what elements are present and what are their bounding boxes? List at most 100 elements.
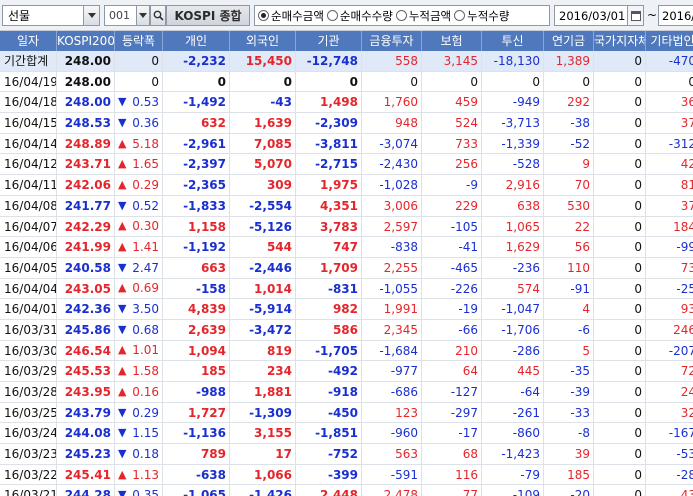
- change-value: 0.35: [132, 488, 159, 496]
- ins-cell: -9: [422, 175, 482, 195]
- fin-cell: -686: [362, 382, 422, 402]
- down-arrow-icon: ▼: [118, 446, 127, 460]
- kospi200-cell: 248.89: [57, 133, 115, 154]
- code-input[interactable]: 001: [104, 5, 150, 26]
- change-cell: ▼ 0.36: [115, 113, 163, 133]
- calendar-icon[interactable]: [627, 6, 643, 25]
- table-row[interactable]: 16/03/25 243.79 ▼ 0.29 1,727 -1,309 -450 123 -29…: [0, 402, 693, 424]
- table-row[interactable]: 16/04/15 248.53 ▼ 0.36 632 1,639 -2,309 948 524-…: [0, 113, 693, 134]
- ind-cell: -1,833: [163, 195, 230, 216]
- date-cell: 16/04/04: [0, 278, 57, 299]
- ins-cell: -19: [422, 299, 482, 319]
- trust-cell: -1,706: [482, 319, 544, 340]
- change-value: 5.18: [132, 136, 159, 151]
- ind-cell: -1,492: [163, 92, 230, 113]
- frn-cell: 1,014: [230, 278, 296, 299]
- pens-cell: -38: [544, 113, 594, 133]
- pens-cell: 9: [544, 154, 594, 175]
- up-arrow-icon: ▲: [118, 219, 127, 233]
- column-header[interactable]: 기타법인: [646, 31, 693, 51]
- table-row[interactable]: 16/04/12 243.71 ▲ 1.65 -2,397 5,070 -2,715 -2,4…: [0, 154, 693, 176]
- table-row[interactable]: 16/03/28 243.95 ▲ 0.16 -988 1,881 -918 -686 -127…: [0, 382, 693, 403]
- table-row[interactable]: 16/03/23 245.23 ▼ 0.18 789 17 -752 563 68 -1,423 3…: [0, 444, 693, 465]
- table-row[interactable]: 16/04/18 248.00 ▼ 0.53 -1,492 -43 1,498 1,760 45…: [0, 92, 693, 114]
- table-row[interactable]: 16/04/04 243.05 ▲ 0.69 -158 1,014 -831 -1,055 -2…: [0, 278, 693, 300]
- change-cell: ▼ 1.15: [115, 423, 163, 444]
- ins-cell: 733: [422, 133, 482, 154]
- column-header[interactable]: 보험: [422, 31, 482, 51]
- table-row[interactable]: 16/03/22 245.41 ▲ 1.13 -638 1,066 -399 -591 116-…: [0, 464, 693, 486]
- change-cell: ▼ 0.53: [115, 92, 163, 113]
- trust-cell: -18,130: [482, 51, 544, 71]
- table-row[interactable]: 16/04/05 240.58 ▼ 2.47 663 -2,446 1,709 2,255 -4…: [0, 257, 693, 279]
- table-row[interactable]: 16/04/08 241.77 ▼ 0.52 -1,833 -2,554 4,351 3,00…: [0, 195, 693, 217]
- ind-cell: -1,136: [163, 423, 230, 444]
- column-header[interactable]: 연기금: [544, 31, 594, 51]
- frn-cell: -2,554: [230, 195, 296, 216]
- change-cell: ▲ 1.13: [115, 464, 163, 485]
- mode-radio-label: 순매수수량: [339, 8, 393, 23]
- table-row[interactable]: 16/03/30 246.54 ▲ 1.01 1,094 819 -1,705 -1,684 2…: [0, 340, 693, 362]
- column-header[interactable]: KOSPI200: [57, 31, 115, 51]
- pens-cell: 5: [544, 340, 594, 361]
- up-arrow-icon: ▲: [118, 281, 127, 295]
- table-row[interactable]: 16/04/06 241.99 ▲ 1.41 -1,192 544 747 -838 -41 1,…: [0, 237, 693, 258]
- date-from-input[interactable]: 2016/03/01: [554, 5, 644, 26]
- inst-cell: -918: [296, 382, 362, 402]
- frn-cell: 819: [230, 340, 296, 361]
- inst-cell: -399: [296, 464, 362, 485]
- table-row[interactable]: 16/03/24 244.08 ▼ 1.15 -1,136 3,155 -1,851 -960…: [0, 423, 693, 445]
- kospi200-cell: 244.28: [57, 485, 115, 496]
- up-arrow-icon: ▲: [118, 136, 127, 150]
- table-row[interactable]: 16/04/11 242.06 ▲ 0.29 -2,365 309 1,975 -1,028-…: [0, 175, 693, 196]
- search-button[interactable]: [150, 5, 166, 26]
- mode-radio-2[interactable]: 누적금액: [395, 8, 451, 24]
- up-arrow-icon: ▲: [118, 157, 127, 171]
- change-value: 0.29: [132, 405, 159, 420]
- date-cell: 16/03/29: [0, 361, 57, 381]
- column-header[interactable]: 금융투자: [362, 31, 422, 51]
- table-row[interactable]: 16/03/21 244.28 ▼ 0.35 -1,065 -1,426 2,448 2,47…: [0, 485, 693, 496]
- ind-cell: 1,158: [163, 216, 230, 237]
- change-cell: ▼ 0.29: [115, 402, 163, 423]
- code-dropdown-icon[interactable]: [136, 6, 149, 25]
- ind-cell: -2,232: [163, 51, 230, 71]
- column-header[interactable]: 일자: [0, 31, 57, 51]
- date-cell: 16/03/31: [0, 319, 57, 340]
- table-row[interactable]: 16/03/29 245.53 ▲ 1.58 185 234 -492 -977 64 445 -3…: [0, 361, 693, 382]
- chevron-down-icon[interactable]: [83, 6, 99, 25]
- fin-cell: 2,597: [362, 216, 422, 237]
- trust-cell: -860: [482, 423, 544, 444]
- mode-radio-3[interactable]: 누적수량: [454, 8, 509, 24]
- ind-cell: 663: [163, 257, 230, 278]
- radio-dot-icon[interactable]: [258, 10, 269, 21]
- change-value: 1.15: [132, 426, 159, 441]
- mode-radio-1[interactable]: 순매수수량: [326, 8, 393, 24]
- column-header[interactable]: 투신: [482, 31, 544, 51]
- date-to-input[interactable]: 2016/: [658, 5, 693, 26]
- frn-cell: 15,450: [230, 51, 296, 71]
- radio-dot-icon[interactable]: [326, 10, 338, 21]
- column-header[interactable]: 등락폭: [115, 31, 163, 51]
- column-header[interactable]: 국가지자체: [594, 31, 646, 51]
- total-row[interactable]: 기간합계 248.00 0 -2,232 15,450 -12,748 558 3,145 -1…: [0, 51, 693, 72]
- etc-cell: 73: [646, 258, 693, 278]
- date-cell: 16/04/15: [0, 113, 57, 133]
- radio-dot-icon[interactable]: [395, 10, 407, 21]
- market-select[interactable]: 선물: [2, 5, 100, 26]
- table-row[interactable]: 16/03/31 245.86 ▼ 0.68 2,639 -3,472 586 2,345 -6…: [0, 319, 693, 341]
- kospi200-cell: 241.99: [57, 237, 115, 257]
- ind-cell: 4,839: [163, 299, 230, 319]
- inst-cell: 982: [296, 299, 362, 319]
- mode-radio-0[interactable]: 순매수금액: [258, 8, 324, 24]
- column-header[interactable]: 외국인: [230, 31, 296, 51]
- ins-cell: -226: [422, 278, 482, 299]
- table-row[interactable]: 16/04/14 248.89 ▲ 5.18 -2,961 7,085 -3,811 -3,0…: [0, 133, 693, 155]
- change-cell: ▲ 5.18: [115, 133, 163, 154]
- table-row[interactable]: 16/04/07 242.29 ▲ 0.30 1,158 -5,126 3,783 2,597…: [0, 216, 693, 238]
- column-header[interactable]: 기관: [296, 31, 362, 51]
- column-header[interactable]: 개인: [163, 31, 230, 51]
- table-row[interactable]: 16/04/01 242.36 ▼ 3.50 4,839 -5,914 982 1,991 -1…: [0, 299, 693, 320]
- radio-dot-icon[interactable]: [454, 10, 466, 21]
